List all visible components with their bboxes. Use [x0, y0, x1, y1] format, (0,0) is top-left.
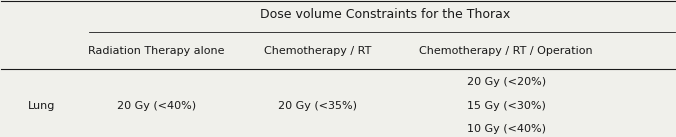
Text: 15 Gy (<30%): 15 Gy (<30%) — [467, 101, 546, 111]
Text: Radiation Therapy alone: Radiation Therapy alone — [88, 46, 224, 56]
Text: 20 Gy (<40%): 20 Gy (<40%) — [117, 101, 196, 111]
Text: 10 Gy (<40%): 10 Gy (<40%) — [467, 124, 546, 134]
Text: 20 Gy (<20%): 20 Gy (<20%) — [466, 77, 546, 87]
Text: Chemotherapy / RT / Operation: Chemotherapy / RT / Operation — [420, 46, 593, 56]
Text: 20 Gy (<35%): 20 Gy (<35%) — [279, 101, 358, 111]
Text: Chemotherapy / RT: Chemotherapy / RT — [264, 46, 372, 56]
Text: Lung: Lung — [28, 101, 55, 111]
Text: Dose volume Constraints for the Thorax: Dose volume Constraints for the Thorax — [260, 8, 510, 21]
